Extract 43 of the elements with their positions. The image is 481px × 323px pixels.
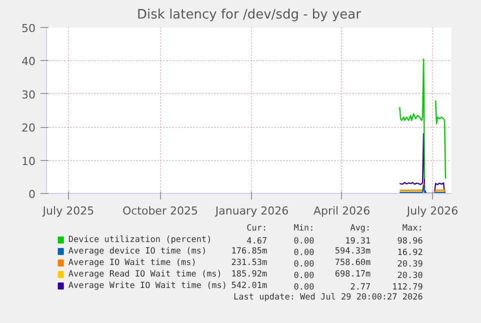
y-tick-label: 20 bbox=[22, 122, 36, 135]
text: 20.30 bbox=[397, 271, 423, 281]
x-tick-label: October 2025 bbox=[122, 204, 198, 218]
text: Last update: Wed Jul 29 20:00:27 2026 bbox=[234, 292, 423, 302]
text: 19.31 bbox=[345, 236, 371, 246]
line-series bbox=[399, 133, 446, 194]
text: 698.17m bbox=[334, 270, 371, 280]
x-tick-label: January 2026 bbox=[214, 204, 289, 218]
text: 2.77 bbox=[350, 282, 371, 292]
legend-label: Device utilization (percent) bbox=[68, 235, 212, 245]
legend-label: Average device IO time (ms) bbox=[68, 246, 207, 256]
text: Avg: bbox=[350, 224, 371, 234]
text: 594.33m bbox=[334, 246, 371, 256]
y-tick-label: 0 bbox=[28, 188, 36, 201]
text: Cur: bbox=[246, 224, 268, 234]
x-tick-label: April 2026 bbox=[313, 204, 370, 218]
x-tick-label: July 2026 bbox=[406, 204, 458, 218]
text: 231.53m bbox=[231, 258, 268, 268]
chart-title: Disk latency for /dev/sdg - by year bbox=[137, 8, 362, 22]
text: 176.85m bbox=[231, 246, 268, 256]
y-tick-label: 50 bbox=[22, 22, 36, 35]
text: Max: bbox=[402, 224, 423, 234]
text: 98.96 bbox=[397, 236, 423, 246]
text: 0.00 bbox=[294, 271, 314, 281]
text: Min: bbox=[294, 224, 314, 234]
text: 185.92m bbox=[231, 270, 268, 280]
text: 0.00 bbox=[294, 236, 314, 246]
legend-label: Average Write IO Wait time (ms) bbox=[68, 281, 228, 291]
text: 0.00 bbox=[294, 282, 314, 292]
text: 4.67 bbox=[246, 236, 268, 246]
text: 758.60m bbox=[334, 258, 371, 268]
x-tick-label: July 2025 bbox=[42, 204, 94, 218]
y-tick-label: 30 bbox=[22, 88, 36, 102]
text: 0.00 bbox=[294, 248, 314, 258]
text: 0.00 bbox=[294, 260, 314, 270]
text: 16.92 bbox=[397, 248, 423, 258]
y-tick-label: 10 bbox=[22, 154, 36, 168]
text: 112.79 bbox=[392, 282, 423, 292]
legend-label: Average Read IO Wait time (ms) bbox=[68, 270, 222, 280]
y-tick-label: 40 bbox=[22, 55, 36, 68]
legend-label: Average IO Wait time (ms) bbox=[68, 258, 196, 268]
text: 20.39 bbox=[397, 260, 423, 270]
text: 542.01m bbox=[231, 281, 268, 291]
